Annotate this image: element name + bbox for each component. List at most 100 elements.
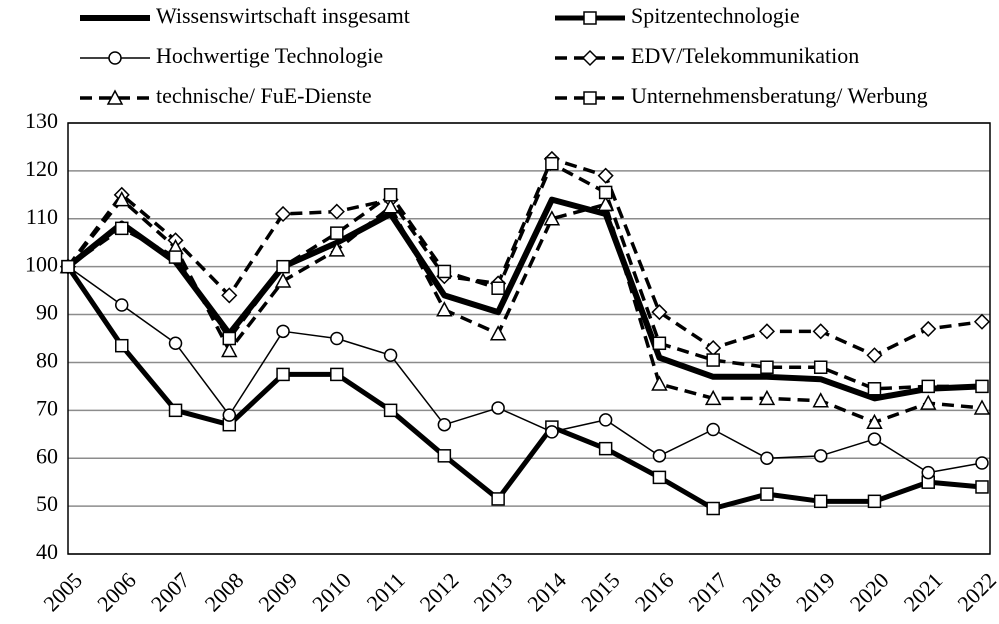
y-tick-label: 40 [36, 539, 58, 564]
x-tick-label: 2011 [361, 567, 409, 615]
marker [437, 417, 452, 432]
marker [581, 49, 599, 67]
y-tick-label: 70 [36, 395, 58, 420]
marker [115, 221, 129, 236]
marker [975, 379, 989, 394]
series-line [66, 197, 983, 425]
marker [867, 382, 882, 396]
legend-label: Hochwertige Technologie [156, 43, 383, 68]
x-tick-label: 2014 [522, 567, 571, 616]
series-line [66, 196, 983, 402]
marker [975, 456, 989, 470]
marker [108, 51, 122, 65]
marker [113, 191, 131, 207]
series-line [66, 161, 982, 391]
x-tick-label: 2008 [200, 567, 249, 616]
marker [760, 451, 774, 465]
marker [866, 347, 883, 364]
marker [328, 203, 345, 220]
marker [545, 425, 559, 439]
marker [921, 465, 935, 480]
y-tick-label: 120 [25, 156, 58, 181]
marker [545, 156, 559, 171]
marker [651, 375, 668, 391]
y-tick-label: 130 [25, 108, 58, 133]
marker [651, 304, 668, 321]
marker [168, 336, 183, 351]
marker [652, 449, 667, 463]
marker [276, 324, 290, 339]
legend-label: Wissenswirtschaft insgesamt [156, 3, 410, 28]
marker [812, 323, 829, 340]
marker [583, 11, 597, 25]
x-tick-label: 2021 [899, 567, 948, 616]
marker [276, 259, 290, 274]
marker [491, 281, 505, 295]
marker [598, 441, 613, 456]
marker [330, 226, 344, 240]
marker [437, 264, 452, 279]
marker [276, 367, 290, 382]
marker [813, 360, 828, 374]
plot-frame [67, 122, 991, 555]
marker [330, 367, 344, 382]
x-tick-label: 2016 [630, 567, 679, 616]
x-tick-label: 2020 [845, 567, 894, 616]
x-tick-label: 2012 [415, 567, 464, 616]
marker [583, 91, 597, 105]
series-line [65, 265, 983, 512]
marker [758, 323, 776, 340]
x-tick-label: 2007 [146, 567, 195, 616]
marker [760, 487, 774, 501]
marker [760, 360, 774, 374]
marker [383, 403, 398, 418]
marker [597, 195, 614, 212]
marker [867, 432, 882, 446]
y-tick-label: 60 [36, 443, 58, 468]
x-tick-label: 2005 [38, 567, 87, 616]
legend-label: Spitzentechnologie [631, 3, 800, 28]
series-line [67, 266, 983, 474]
marker [222, 331, 237, 346]
legend-label: Unternehmensberatung/ Werbung [631, 83, 928, 108]
marker [106, 89, 124, 105]
y-tick-label: 110 [26, 204, 58, 229]
y-tick-label: 90 [36, 300, 58, 325]
x-tick-label: 2013 [468, 567, 517, 616]
marker [866, 413, 883, 430]
marker [705, 340, 722, 357]
marker [813, 449, 828, 463]
marker [168, 250, 183, 264]
marker [921, 379, 935, 394]
x-tick-label: 2006 [92, 567, 141, 616]
marker [222, 408, 237, 422]
marker [383, 188, 398, 202]
marker [812, 392, 829, 408]
marker [491, 492, 505, 506]
legend-label: technische/ FuE-Dienste [156, 83, 372, 108]
marker [973, 399, 991, 415]
marker [221, 341, 238, 358]
x-tick-label: 2022 [952, 567, 999, 616]
marker [382, 198, 399, 214]
marker [330, 331, 344, 346]
marker [973, 313, 991, 330]
marker [598, 185, 613, 200]
marker [491, 401, 505, 415]
marker [652, 336, 667, 351]
marker [975, 480, 989, 494]
marker [436, 301, 453, 317]
marker [168, 403, 183, 418]
marker [813, 494, 828, 509]
x-tick-label: 2018 [737, 567, 786, 616]
x-tick-label: 2019 [791, 567, 840, 616]
marker [61, 259, 75, 274]
marker [706, 353, 720, 367]
marker [919, 394, 937, 410]
marker [437, 449, 452, 463]
marker [221, 287, 238, 304]
marker [274, 205, 292, 223]
legend-label: EDV/Telekommunikation [631, 43, 859, 68]
marker [274, 272, 292, 288]
marker [867, 494, 882, 509]
